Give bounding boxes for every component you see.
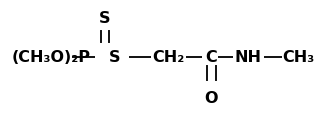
Text: NH: NH <box>234 50 262 65</box>
Text: O: O <box>205 90 218 105</box>
Text: (CH₃O)₂P: (CH₃O)₂P <box>12 50 91 65</box>
Text: CH₃: CH₃ <box>282 50 314 65</box>
Text: C: C <box>205 50 217 65</box>
Text: CH₂: CH₂ <box>152 50 184 65</box>
Text: S: S <box>99 11 111 26</box>
Text: S: S <box>109 50 121 65</box>
